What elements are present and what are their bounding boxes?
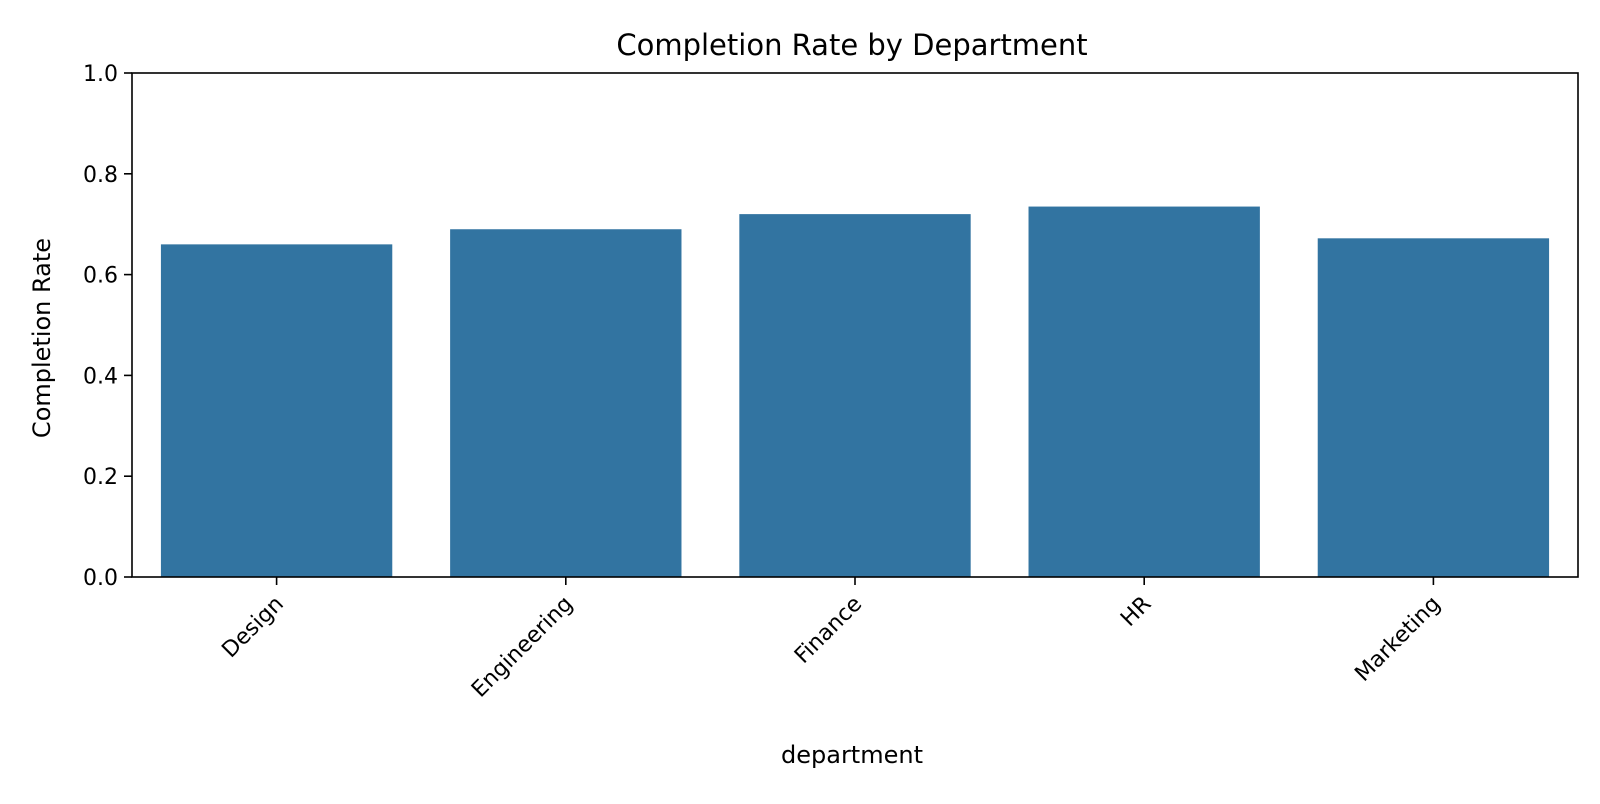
bar-engineering [450, 229, 682, 578]
x-tick-label-design: Design [217, 592, 288, 663]
bar-design [160, 244, 393, 578]
y-axis-ticks: 0.0 0.2 0.4 0.6 0.8 1.0 [83, 62, 132, 591]
y-axis-label: Completion Rate [28, 238, 56, 438]
y-tick-label: 0.2 [83, 465, 118, 490]
x-tick-label-hr: HR [1116, 592, 1156, 632]
chart-title: Completion Rate by Department [616, 28, 1087, 62]
plot-frame [131, 72, 1579, 578]
bar-hr [1028, 206, 1260, 577]
y-tick-label: 0.4 [83, 364, 118, 389]
x-axis-label: department [781, 741, 923, 769]
x-tick-label-engineering: Engineering [467, 592, 578, 703]
x-axis-ticks: Design Engineering Finance HR Marketing [217, 577, 1446, 703]
x-tick-label-finance: Finance [790, 592, 867, 669]
y-tick-label: 0.6 [83, 264, 118, 289]
y-tick-label: 0.0 [83, 566, 118, 591]
bars-group [160, 206, 1550, 578]
bar-marketing [1317, 238, 1550, 577]
bar-finance [739, 214, 971, 577]
y-tick-label: 0.8 [83, 163, 118, 188]
x-tick-label-marketing: Marketing [1350, 592, 1445, 687]
y-tick-label: 1.0 [83, 62, 118, 87]
